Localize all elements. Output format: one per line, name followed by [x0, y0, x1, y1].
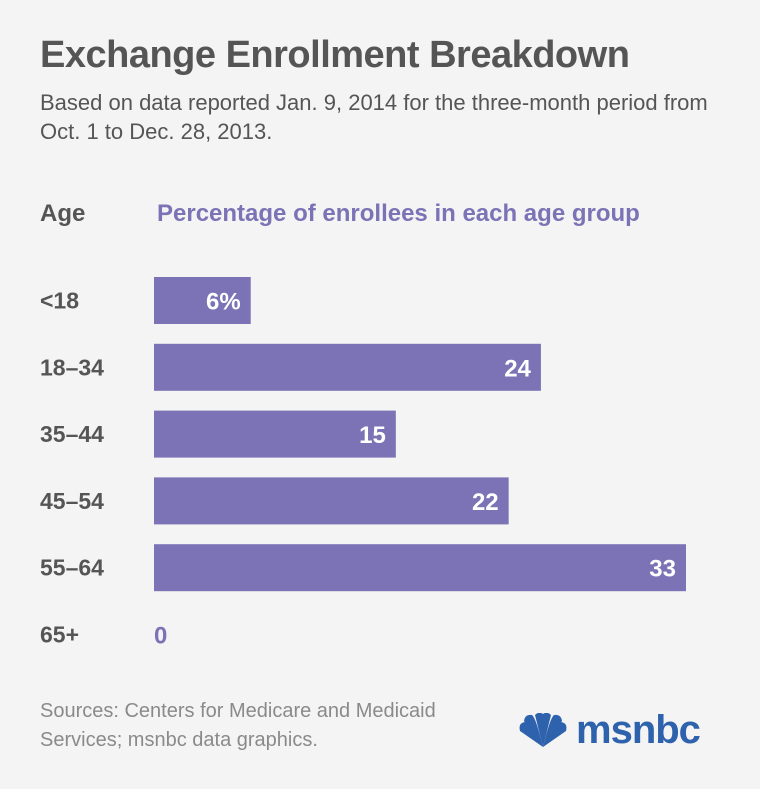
peacock-icon	[519, 712, 567, 747]
data-label: 0	[154, 623, 167, 650]
bar	[154, 343, 541, 391]
logo-text: msnbc	[576, 708, 701, 752]
bar	[154, 277, 251, 324]
category-label: 35–44	[40, 421, 104, 447]
bar	[154, 544, 686, 592]
percentage-column-header: Percentage of enrollees in each age grou…	[157, 200, 640, 227]
age-column-header: Age	[40, 200, 86, 227]
bar	[154, 410, 396, 458]
data-label: 15	[359, 422, 386, 449]
category-label: 45–54	[40, 488, 104, 514]
category-label: 65+	[40, 622, 79, 648]
category-label: 55–64	[40, 555, 104, 581]
data-label: 22	[472, 489, 499, 516]
bar	[154, 477, 509, 525]
chart-title: Exchange Enrollment Breakdown	[40, 34, 630, 76]
data-label: 6%	[206, 289, 241, 316]
bar-chart: <18 6% 18–34 24 35–44 15 45–54 22 55–64 33 65+ 0	[40, 277, 686, 650]
category-label: <18	[40, 288, 79, 314]
msnbc-logo: msnbc	[516, 708, 701, 753]
data-label: 33	[649, 556, 676, 583]
category-label: 18–34	[40, 354, 104, 380]
chart-subtitle: Based on data reported Jan. 9, 2014 for …	[40, 90, 708, 144]
data-label: 24	[504, 355, 531, 382]
source-note: Sources: Centers for Medicare and Medica…	[40, 700, 436, 751]
